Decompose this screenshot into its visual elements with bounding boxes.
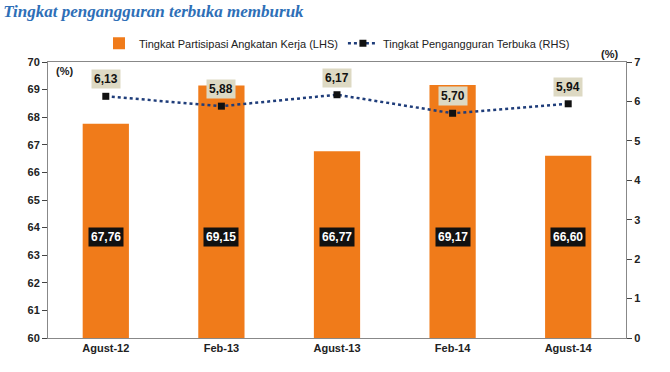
svg-text:62: 62 bbox=[28, 277, 40, 289]
svg-text:65: 65 bbox=[28, 194, 40, 206]
svg-text:69: 69 bbox=[28, 83, 40, 95]
svg-text:6: 6 bbox=[634, 95, 640, 107]
svg-text:(%): (%) bbox=[56, 65, 73, 77]
svg-text:3: 3 bbox=[634, 214, 640, 226]
svg-text:Agust-12: Agust-12 bbox=[82, 342, 129, 354]
svg-text:66,77: 66,77 bbox=[322, 230, 352, 244]
svg-text:69,17: 69,17 bbox=[438, 230, 468, 244]
svg-text:5,70: 5,70 bbox=[441, 89, 465, 103]
svg-text:60: 60 bbox=[28, 332, 40, 344]
svg-text:64: 64 bbox=[28, 221, 41, 233]
svg-text:Tingkat Pengangguran Terbuka (: Tingkat Pengangguran Terbuka (RHS) bbox=[383, 38, 570, 50]
svg-text:2: 2 bbox=[634, 253, 640, 265]
svg-text:0: 0 bbox=[634, 332, 640, 344]
svg-text:1: 1 bbox=[634, 292, 640, 304]
svg-text:67: 67 bbox=[28, 139, 40, 151]
svg-text:69,15: 69,15 bbox=[206, 230, 236, 244]
svg-text:68: 68 bbox=[28, 111, 40, 123]
svg-text:5: 5 bbox=[634, 135, 640, 147]
svg-text:5,94: 5,94 bbox=[556, 80, 580, 94]
svg-text:5,88: 5,88 bbox=[209, 82, 233, 96]
svg-text:66,60: 66,60 bbox=[553, 230, 583, 244]
svg-text:Feb-13: Feb-13 bbox=[204, 342, 239, 354]
svg-text:Tingkat pengangguran terbuka m: Tingkat pengangguran terbuka memburuk bbox=[3, 2, 304, 21]
svg-text:70: 70 bbox=[28, 56, 40, 68]
svg-text:66: 66 bbox=[28, 166, 40, 178]
svg-text:6,17: 6,17 bbox=[325, 71, 349, 85]
svg-text:7: 7 bbox=[634, 56, 640, 68]
svg-text:(%): (%) bbox=[601, 48, 618, 60]
svg-text:4: 4 bbox=[634, 174, 641, 186]
svg-text:67,76: 67,76 bbox=[91, 230, 121, 244]
svg-text:6,13: 6,13 bbox=[94, 72, 118, 86]
svg-text:63: 63 bbox=[28, 249, 40, 261]
svg-text:Tingkat Partisipasi Angkatan K: Tingkat Partisipasi Angkatan Kerja (LHS) bbox=[139, 38, 338, 50]
svg-text:61: 61 bbox=[28, 304, 40, 316]
svg-text:Feb-14: Feb-14 bbox=[435, 342, 471, 354]
svg-text:Agust-13: Agust-13 bbox=[313, 342, 360, 354]
svg-text:Agust-14: Agust-14 bbox=[545, 342, 593, 354]
